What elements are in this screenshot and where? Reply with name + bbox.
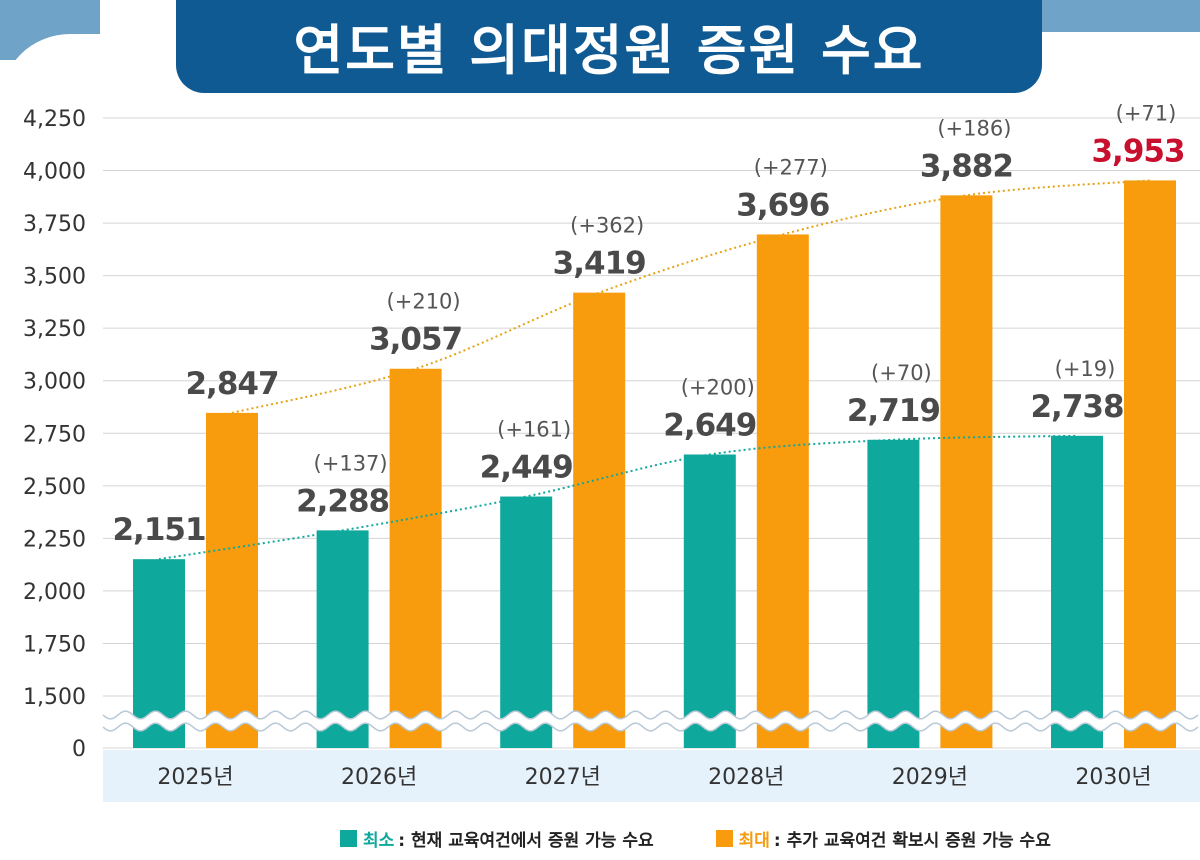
value-label-max: 3,419	[553, 246, 646, 282]
increment-label-max: (+186)	[937, 116, 1011, 140]
bar-min	[683, 454, 736, 748]
increment-label-min: (+137)	[314, 451, 388, 475]
y-tick-label: 1,750	[23, 632, 86, 657]
legend: 최소 : 현재 교육여건에서 증원 가능 수요 최대 : 추가 교육여건 확보시…	[340, 826, 1200, 851]
increment-label-min: (+200)	[681, 376, 755, 400]
bar-max	[940, 195, 993, 748]
bar-max	[573, 292, 626, 748]
increment-label-min: (+161)	[497, 418, 571, 442]
legend-key-min: 최소	[363, 830, 395, 851]
x-tick-label: 2028년	[708, 765, 784, 790]
page-title: 연도별 의대정원 증원 수요	[293, 19, 925, 82]
value-label-min: 2,738	[1030, 389, 1123, 425]
x-tick-label: 2026년	[341, 765, 417, 790]
background-corner-right	[1030, 0, 1200, 32]
y-tick-label: 2,500	[23, 475, 86, 500]
label-layer: 2,151 2,288 (+137) 2,449 (+161) 2,649 (+200) 2,…	[112, 101, 1185, 548]
legend-desc-max: : 추가 교육여건 확보시 증원 가능 수요	[773, 830, 1051, 851]
bar-max	[206, 412, 258, 748]
bar-min	[316, 530, 369, 748]
y-tick-label: 2,750	[23, 422, 86, 447]
x-axis-band	[103, 750, 1200, 802]
value-label-max: 3,882	[920, 148, 1013, 184]
value-label-min: 2,151	[112, 512, 205, 548]
y-tick-label: 4,250	[23, 107, 86, 132]
x-tick-label: 2025년	[157, 765, 233, 790]
y-tick-label: 3,750	[23, 212, 86, 237]
legend-item-min: 최소 : 현재 교육여건에서 증원 가능 수요	[340, 826, 654, 851]
legend-desc-min: : 현재 교육여건에서 증원 가능 수요	[398, 830, 654, 851]
increment-label-max: (+362)	[570, 214, 644, 238]
y-tick-label: 3,000	[23, 370, 86, 395]
legend-key-max: 최대	[738, 830, 770, 851]
value-label-max: 3,953	[1091, 133, 1184, 169]
bar-min	[1051, 435, 1103, 748]
value-label-min: 2,649	[663, 408, 756, 444]
axis-break-line-bottom	[102, 722, 1199, 732]
value-label-min: 2,449	[480, 450, 573, 486]
bar-min	[500, 496, 553, 748]
bar-max	[1124, 180, 1176, 748]
legend-swatch-min	[340, 829, 357, 847]
title-banner: 연도별 의대정원 증원 수요	[176, 0, 1042, 93]
axis-break-layer	[102, 710, 1200, 732]
legend-item-max: 최대 : 추가 교육여건 확보시 증원 가능 수요	[715, 826, 1051, 851]
axis-break-line-top	[102, 710, 1199, 720]
x-tick-label: 2027년	[525, 765, 601, 790]
y-tick-label: 3,250	[23, 317, 86, 342]
increment-label-min: (+19)	[1055, 357, 1116, 381]
value-label-max: 2,847	[185, 366, 278, 402]
x-tick-label: 2029년	[892, 765, 968, 790]
x-tick-label: 2030년	[1075, 765, 1151, 790]
increment-label-min: (+70)	[871, 361, 932, 385]
y-tick-label: 4,000	[23, 160, 86, 185]
increment-label-max: (+277)	[754, 155, 828, 179]
bar-min	[867, 439, 920, 748]
bar-layer	[133, 180, 1176, 748]
x-axis-band-layer: 2025년 2026년 2027년 2028년 2029년 2030년	[103, 750, 1200, 802]
value-label-min: 2,719	[847, 393, 940, 429]
axis-break	[103, 711, 1200, 731]
bar-max	[389, 368, 442, 748]
y-tick-label: 2,250	[23, 527, 86, 552]
increment-label-max: (+210)	[387, 290, 461, 314]
grid-layer: 4,250 4,000 3,750 3,500 3,250 3,000 2,750 2,500…	[23, 107, 1200, 762]
value-label-max: 3,057	[369, 322, 462, 358]
value-label-min: 2,288	[296, 483, 389, 519]
y-tick-label: 1,500	[23, 685, 86, 710]
legend-swatch-max	[715, 829, 733, 847]
increment-label-max: (+71)	[1116, 101, 1177, 125]
y-tick-label: 2,000	[23, 580, 86, 605]
y-tick-label: 3,500	[23, 265, 86, 290]
y-tick-label: 0	[72, 737, 86, 762]
value-label-max: 3,696	[736, 187, 829, 223]
bar-max	[756, 234, 809, 748]
